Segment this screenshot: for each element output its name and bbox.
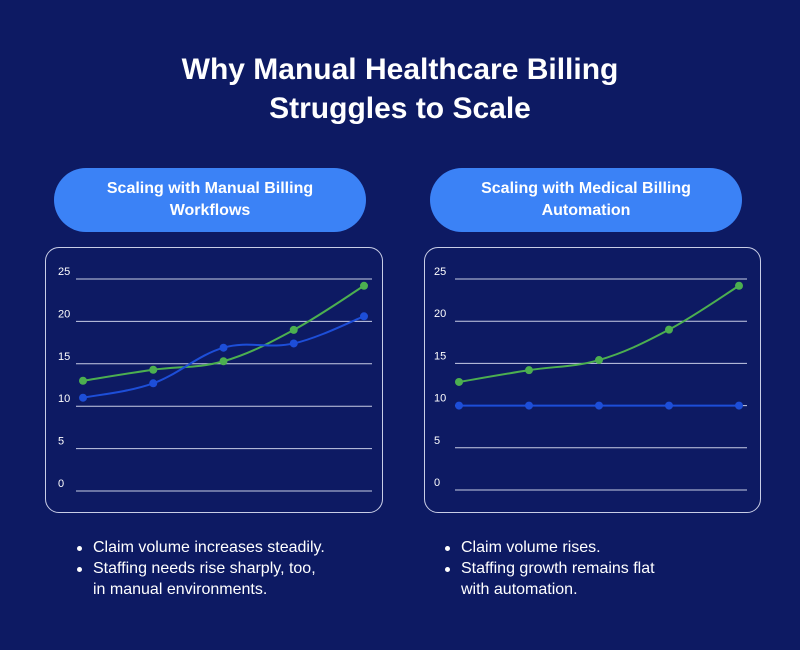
y-tick-label: 20 (58, 308, 70, 320)
data-point (219, 343, 228, 352)
y-tick-label: 25 (58, 266, 70, 278)
bullet-continuation-text: with automation. (461, 581, 578, 598)
data-point (455, 377, 463, 386)
data-point (289, 339, 298, 348)
series-line-0 (458, 284, 740, 383)
manual-billing-header-pill: Scaling with Manual Billing Workflows (54, 168, 366, 232)
pill-label-line-1: Scaling with Medical Billing (481, 180, 691, 197)
page-title-line-2: Struggles to Scale (269, 92, 531, 125)
bullet-item: Claim volume increases steadily. (75, 538, 395, 558)
data-point (595, 356, 603, 365)
page-title: Why Manual Healthcare Billing Struggles … (0, 50, 800, 128)
automation-chart: 0 5 10 15 20 25 (424, 247, 761, 513)
data-point (525, 401, 533, 410)
y-tick-label: 15 (434, 350, 446, 362)
automation-bullets: Claim volume rises. Staffing growth rema… (443, 538, 763, 601)
data-point (289, 325, 298, 334)
y-tick-label: 5 (58, 436, 64, 448)
manual-billing-chart-svg: 0 5 10 15 20 25 (58, 266, 372, 492)
bullet-continuation: with automation. (443, 580, 763, 600)
data-point (79, 376, 87, 385)
data-point (735, 281, 743, 290)
data-point (665, 325, 673, 334)
pill-label-line-2: Automation (541, 202, 631, 219)
page-title-line-1: Why Manual Healthcare Billing (181, 53, 619, 86)
bullet-continuation: in manual environments. (75, 580, 395, 600)
automation-chart-svg: 0 5 10 15 20 25 (434, 266, 747, 491)
series-line-1 (82, 315, 365, 399)
data-point (525, 366, 533, 375)
data-point (595, 401, 603, 410)
y-tick-label: 25 (434, 266, 446, 278)
pill-label-line-2: Workflows (169, 202, 251, 219)
y-tick-label: 0 (58, 478, 64, 490)
data-point (149, 365, 158, 374)
pill-label-line-1: Scaling with Manual Billing (106, 180, 314, 197)
data-point (735, 401, 743, 410)
manual-billing-chart: 0 5 10 15 20 25 (45, 247, 383, 513)
data-point (360, 281, 368, 290)
manual-billing-bullets: Claim volume increases steadily. Staffin… (75, 538, 395, 601)
bullet-item: Claim volume rises. (443, 538, 763, 558)
bullet-item: Staffing growth remains flat (443, 559, 763, 579)
data-point (665, 401, 673, 410)
y-tick-label: 15 (58, 351, 70, 363)
y-tick-label: 20 (434, 308, 446, 320)
y-tick-label: 10 (434, 393, 446, 405)
y-tick-label: 10 (58, 393, 70, 405)
automation-header-pill: Scaling with Medical Billing Automation (430, 168, 742, 232)
bullet-continuation-text: in manual environments. (93, 581, 268, 598)
y-tick-label: 0 (434, 477, 440, 489)
data-point (360, 312, 368, 321)
data-point (149, 379, 158, 388)
y-tick-label: 5 (434, 435, 440, 447)
bullet-item: Staffing needs rise sharply, too, (75, 559, 395, 579)
data-point (79, 393, 87, 402)
data-point (455, 401, 463, 410)
data-point (219, 357, 228, 366)
